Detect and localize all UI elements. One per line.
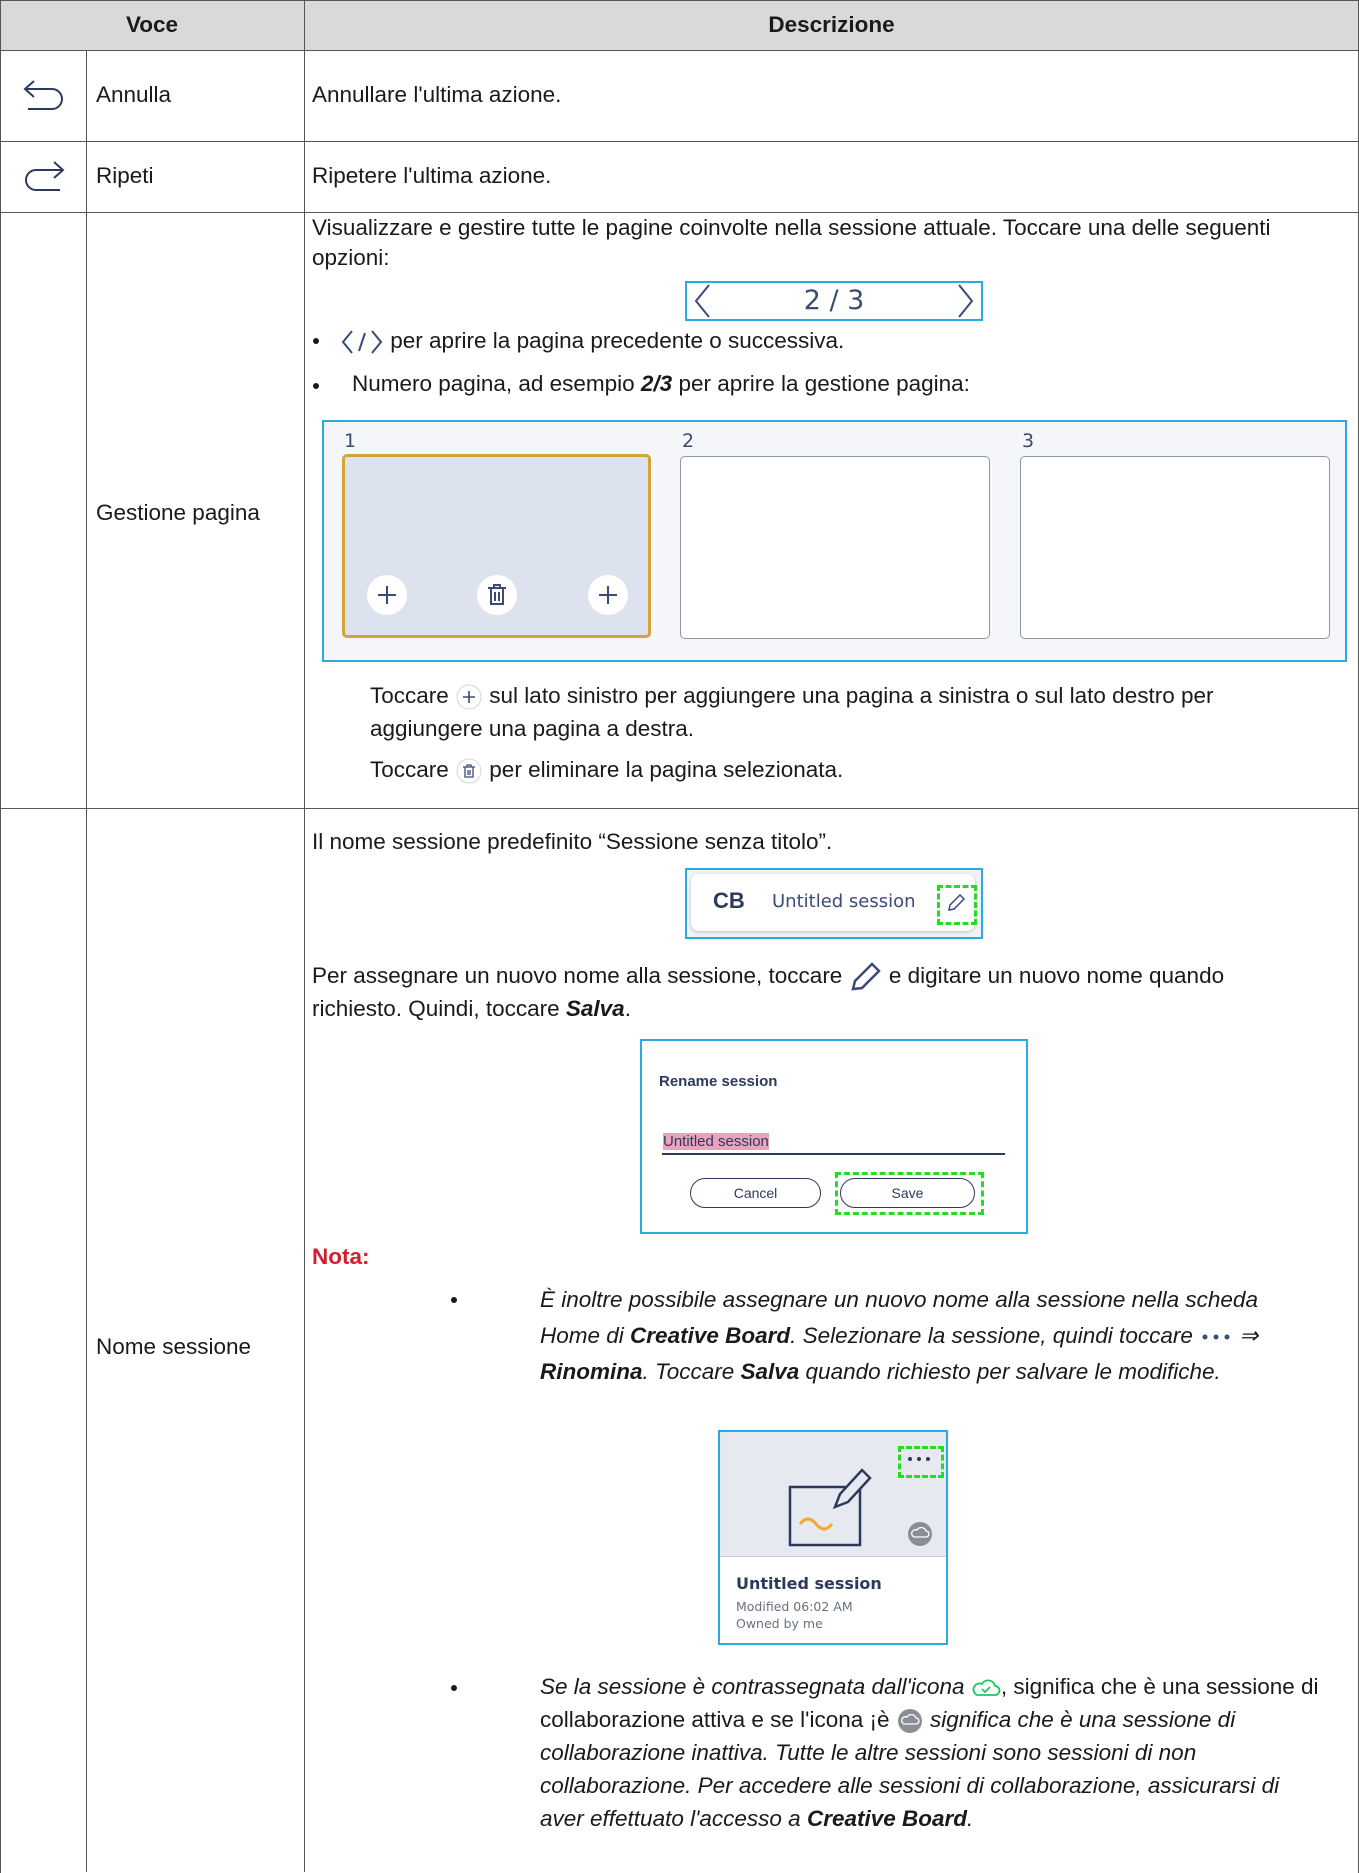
title-bar: CB Untitled session bbox=[685, 868, 983, 939]
text-bold: Salva bbox=[740, 1359, 800, 1384]
text-bold: Salva bbox=[565, 996, 625, 1022]
pencil-icon bbox=[850, 962, 881, 991]
page-card bbox=[680, 456, 990, 639]
note-label: Nota: bbox=[312, 1244, 370, 1269]
text: , significa che è una sessione di collab… bbox=[540, 1674, 1319, 1732]
text: per eliminare la pagina selezionata. bbox=[483, 757, 844, 782]
card-modified: Modified 06:02 AM bbox=[736, 1599, 853, 1614]
text: È inoltre possibile assegnare un nuovo n… bbox=[540, 1287, 1258, 1348]
voce: Gestione pagina bbox=[96, 500, 260, 525]
header-descrizione: Descrizione bbox=[768, 12, 895, 37]
bullet-text: Numero pagina, ad esempio 2/3 per aprire… bbox=[352, 369, 970, 399]
cloud-inactive-icon bbox=[897, 1709, 922, 1734]
redo-icon bbox=[25, 161, 65, 191]
text: . bbox=[967, 1806, 974, 1831]
col-line bbox=[304, 0, 305, 1872]
header-voce: Voce bbox=[125, 12, 179, 37]
dialog-input: Untitled session bbox=[663, 1133, 769, 1150]
more-icon bbox=[1202, 1334, 1230, 1340]
row-line bbox=[0, 808, 1359, 809]
col-line bbox=[86, 50, 87, 1872]
text: Toccare bbox=[370, 683, 456, 708]
row-line bbox=[0, 212, 1359, 213]
bullet bbox=[451, 1685, 457, 1691]
card-title: Untitled session bbox=[736, 1574, 882, 1593]
text: sul lato sinistro per aggiungere una pag… bbox=[370, 683, 1214, 741]
voce: Ripeti bbox=[96, 163, 154, 188]
logo: CB bbox=[713, 888, 745, 913]
more-icon bbox=[908, 1457, 930, 1461]
highlight-box bbox=[937, 885, 977, 925]
prev-next-icon bbox=[341, 330, 383, 354]
text: Numero pagina, ad esempio bbox=[352, 371, 641, 396]
intro: Visualizzare e gestire tutte le pagine c… bbox=[312, 215, 1271, 270]
text: Toccare bbox=[370, 757, 456, 782]
voce: Nome sessione bbox=[96, 1334, 252, 1359]
text: quando richiesto per salvare le modifich… bbox=[799, 1359, 1221, 1384]
note: Se la sessione è contrassegnata dall'ico… bbox=[540, 1670, 1320, 1835]
text: significa che è una sessione di collabor… bbox=[540, 1707, 1280, 1831]
add-note: Toccare sul lato sinistro per aggiungere… bbox=[370, 679, 1330, 745]
bullet bbox=[451, 1297, 457, 1303]
card-owner: Owned by me bbox=[736, 1616, 823, 1631]
text-bold: Creative Board bbox=[630, 1323, 791, 1348]
title-bar-inner bbox=[691, 874, 975, 931]
bullet bbox=[313, 383, 319, 389]
bullet bbox=[313, 338, 319, 344]
text: e digitare un nuovo nome quando richiest… bbox=[312, 963, 1225, 1022]
card-actions bbox=[367, 575, 628, 615]
text: ⇒ bbox=[1233, 1323, 1259, 1348]
text: Se la sessione è contrassegnata dall'ico… bbox=[540, 1674, 971, 1699]
rename-dialog: Rename session Untitled session Cancel S… bbox=[640, 1039, 1028, 1234]
text: Per assegnare un nuovo nome alla session… bbox=[312, 963, 849, 988]
rename-text: Per assegnare un nuovo nome alla session… bbox=[312, 959, 1312, 1025]
intro: Il nome sessione predefinito “Sessione s… bbox=[312, 829, 833, 854]
text-bold: Rinomina bbox=[540, 1359, 643, 1384]
page-panel: 1 2 3 bbox=[322, 420, 1347, 662]
cloud-active-icon bbox=[972, 1679, 1001, 1696]
text: per aprire la gestione pagina: bbox=[672, 371, 970, 396]
page-number: 2 bbox=[682, 430, 695, 452]
pager: 2 / 3 bbox=[685, 281, 983, 321]
page-number: 1 bbox=[344, 430, 357, 452]
next-icon bbox=[958, 284, 974, 318]
delete-note: Toccare per eliminare la pagina selezion… bbox=[370, 753, 843, 786]
plus-icon bbox=[456, 684, 482, 710]
page-number: 3 bbox=[1022, 430, 1035, 452]
text: . Toccare bbox=[642, 1359, 741, 1384]
header-row bbox=[1, 1, 1358, 51]
trash-icon bbox=[456, 758, 482, 784]
voce: Annulla bbox=[96, 82, 172, 107]
highlight-box bbox=[835, 1172, 984, 1215]
prev-icon bbox=[694, 284, 710, 318]
cancel-button: Cancel bbox=[690, 1178, 821, 1208]
text-bold: Creative Board bbox=[806, 1806, 968, 1831]
text: . Selezionare la sessione, quindi toccar… bbox=[790, 1323, 1200, 1348]
board-icon bbox=[788, 1468, 872, 1547]
text: per aprire la pagina precedente o succes… bbox=[390, 328, 845, 353]
note: È inoltre possibile assegnare un nuovo n… bbox=[540, 1282, 1290, 1390]
input-line bbox=[662, 1153, 1005, 1155]
session-card: Untitled session Modified 06:02 AM Owned… bbox=[718, 1430, 948, 1645]
page-card bbox=[1020, 456, 1330, 639]
row-line bbox=[0, 50, 1359, 51]
pencil-icon bbox=[948, 893, 966, 911]
text-bold: 2/3 bbox=[640, 371, 673, 396]
session-name: Untitled session bbox=[772, 891, 916, 912]
pager-label: 2 / 3 bbox=[803, 285, 865, 316]
cloud-inactive-icon bbox=[908, 1522, 932, 1546]
save-button: Save bbox=[840, 1178, 975, 1208]
descrizione: Ripetere l'ultima azione. bbox=[312, 163, 552, 188]
dialog-title: Rename session bbox=[659, 1073, 778, 1090]
undo-icon bbox=[23, 80, 63, 110]
highlight-box bbox=[898, 1446, 944, 1478]
descrizione: Annullare l'ultima azione. bbox=[312, 82, 562, 107]
row-line bbox=[0, 141, 1359, 142]
bullet-text: per aprire la pagina precedente o succes… bbox=[340, 326, 844, 356]
text: . bbox=[624, 996, 631, 1022]
